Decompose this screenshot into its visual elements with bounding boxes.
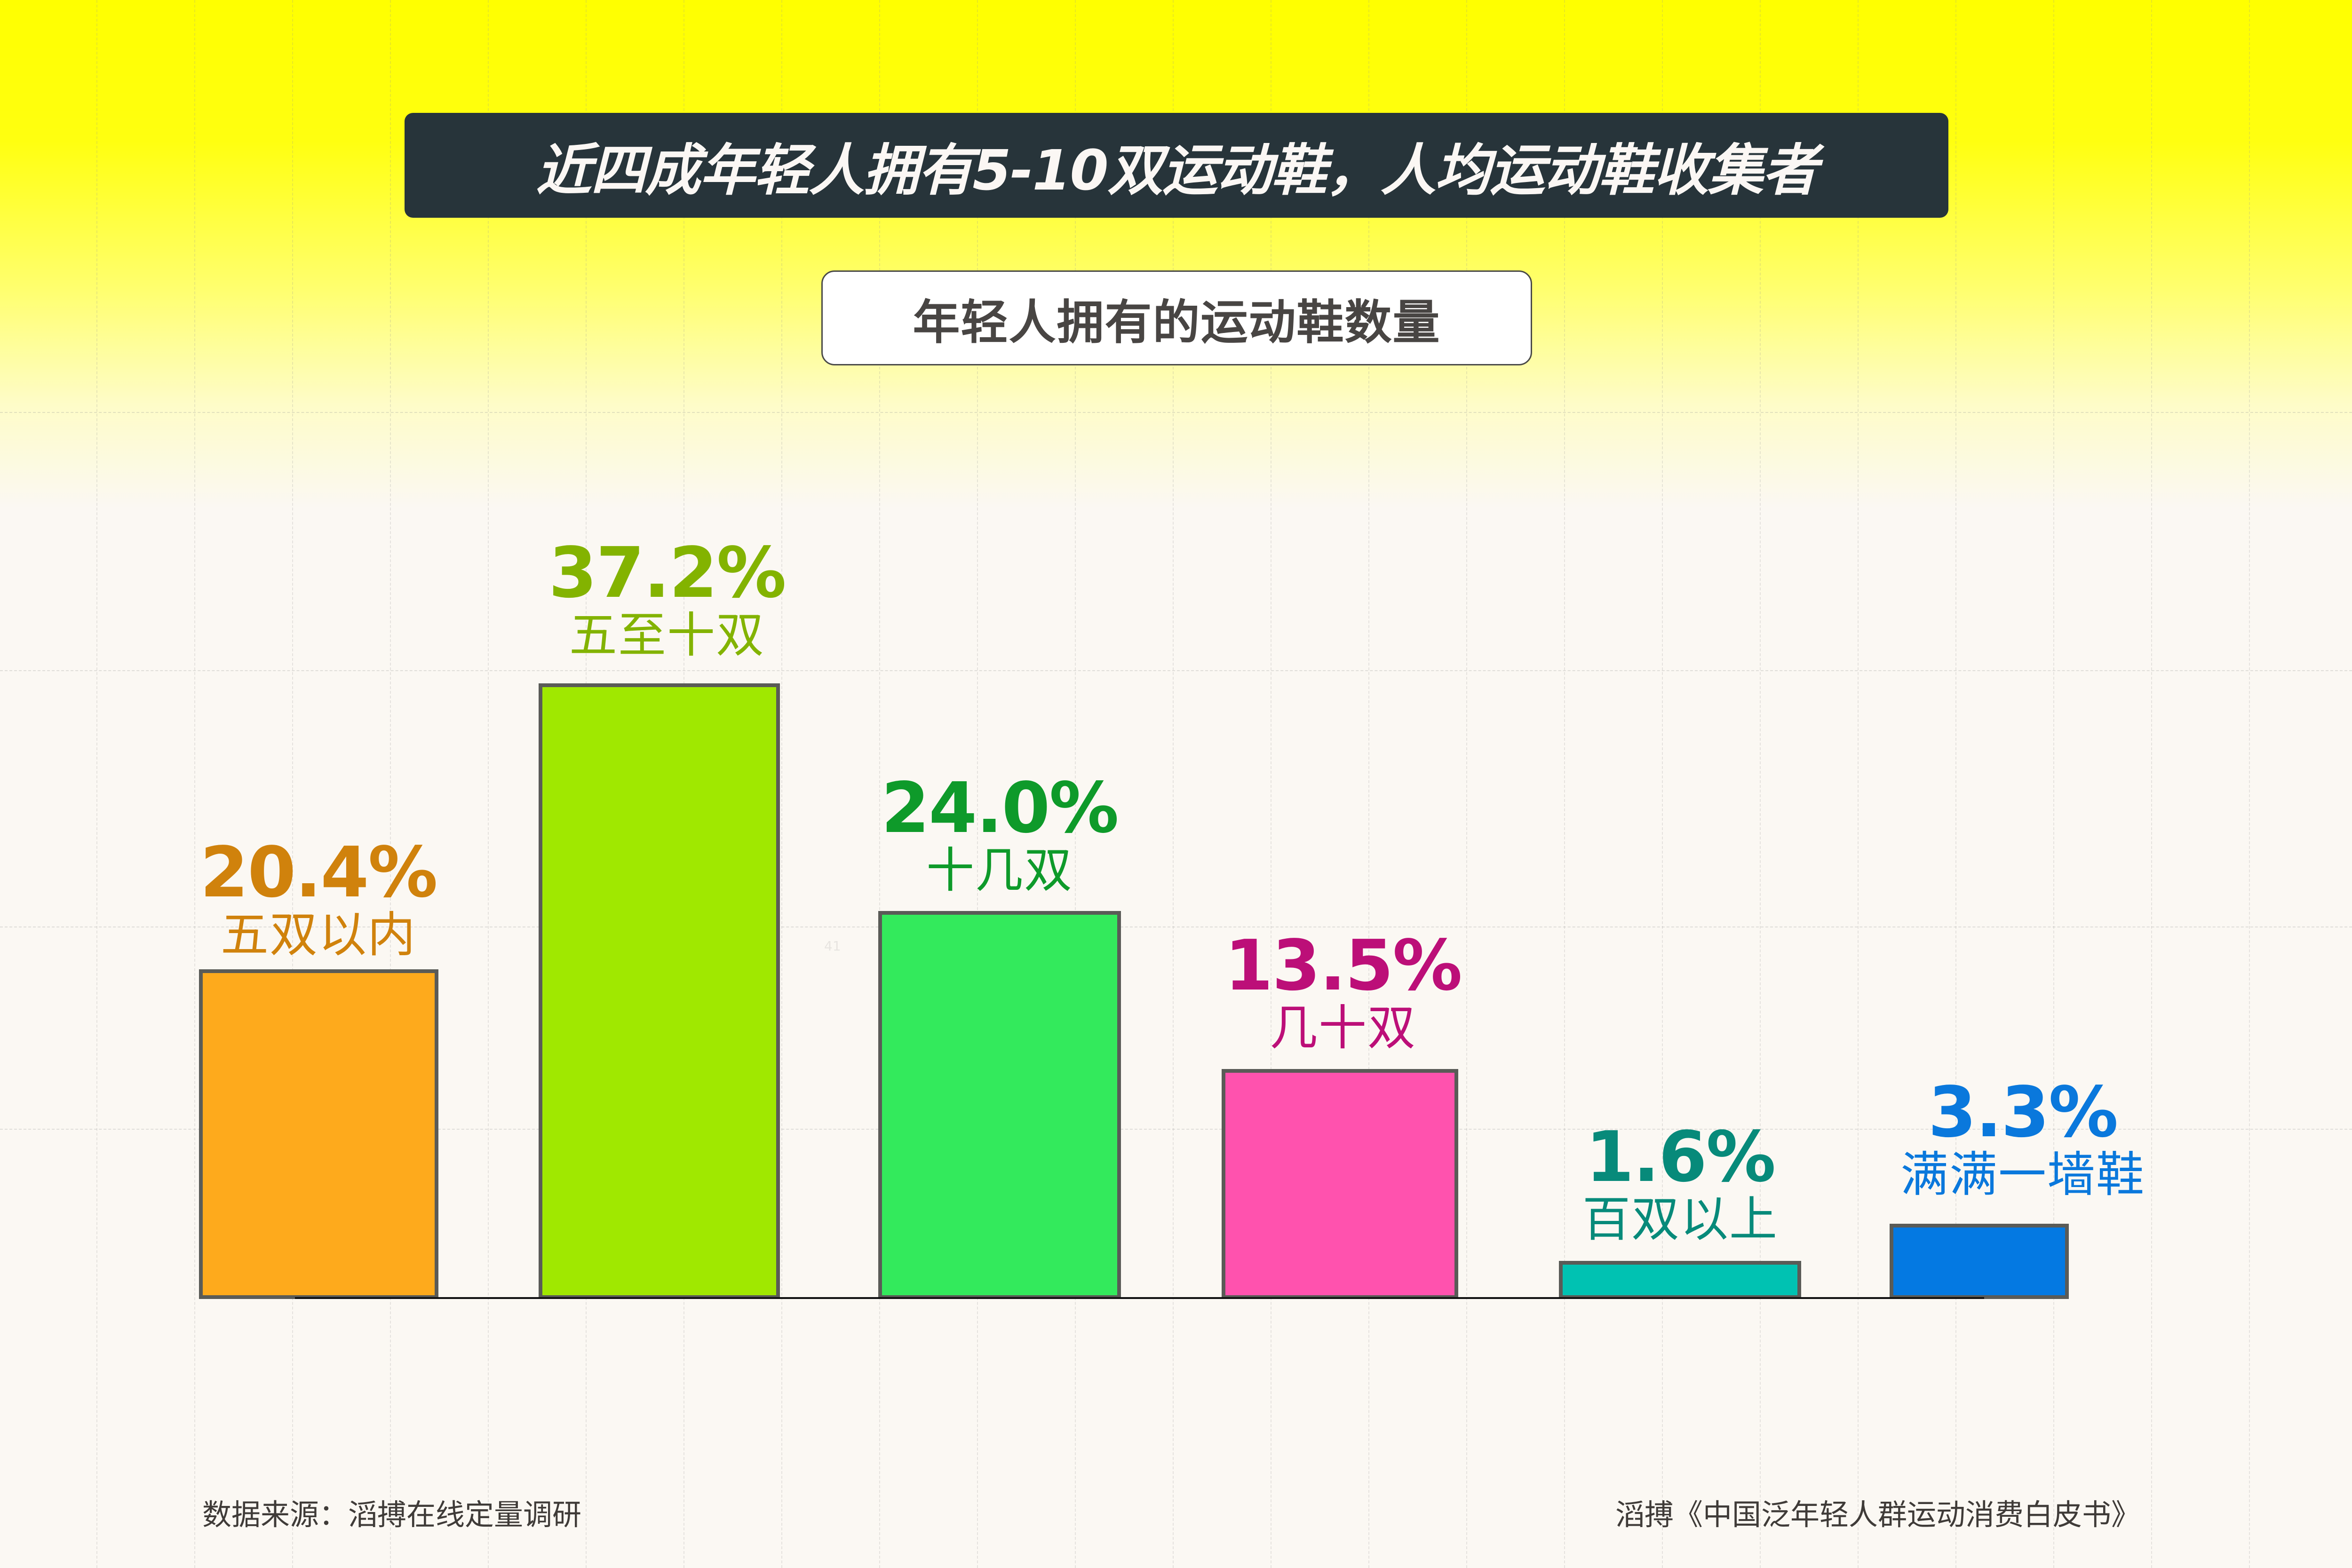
bar-category-label: 百双以上	[1582, 1192, 1778, 1248]
watermark: 41	[824, 938, 841, 954]
bar-value-label: 1.6%	[1585, 1117, 1776, 1197]
bar-category-label: 满满一墙鞋	[1900, 1147, 2145, 1203]
report-citation: 滔搏《中国泛年轻人群运动消费白皮书》	[1615, 1497, 2140, 1532]
bar-category-label: 五至十双	[569, 608, 765, 664]
bar-value-label: 37.2%	[548, 532, 786, 613]
bar-hundred-plus	[1559, 1261, 1801, 1299]
bar-wall-of-shoes	[1890, 1224, 2069, 1299]
bar-five-to-ten	[539, 683, 780, 1299]
bar-value-label: 3.3%	[1928, 1072, 2118, 1153]
bar-label-group: 20.4% 五双以内	[130, 837, 507, 963]
bar-value-label: 24.0%	[881, 768, 1119, 848]
chart-subtitle-box: 年轻人拥有的运动鞋数量	[821, 270, 1532, 365]
bar-dozens	[1222, 1069, 1458, 1299]
page-title: 近四成年轻人拥有5-10双运动鞋，人均运动鞋收集者	[536, 138, 1818, 203]
bar-label-group: 24.0% 十几双	[811, 773, 1188, 899]
bar-five-or-fewer	[199, 969, 438, 1299]
bar-label-group: 37.2% 五至十双	[479, 538, 855, 664]
bar-category-label: 几十双	[1270, 1000, 1416, 1056]
bar-value-label: 20.4%	[200, 832, 437, 913]
bar-label-group: 1.6% 百双以上	[1492, 1122, 1868, 1248]
x-axis-baseline	[295, 1297, 1984, 1299]
title-banner: 近四成年轻人拥有5-10双运动鞋，人均运动鞋收集者	[405, 113, 1948, 218]
bar-label-group: 3.3% 满满一墙鞋	[1835, 1077, 2211, 1203]
bar-teens	[878, 911, 1121, 1299]
bar-value-label: 13.5%	[1224, 925, 1462, 1006]
data-source: 数据来源：滔搏在线定量调研	[202, 1497, 582, 1532]
chart-subtitle: 年轻人拥有的运动鞋数量	[913, 294, 1441, 350]
bar-category-label: 十几双	[926, 843, 1073, 899]
bar-label-group: 13.5% 几十双	[1155, 930, 1531, 1056]
bar-category-label: 五双以内	[221, 907, 416, 963]
